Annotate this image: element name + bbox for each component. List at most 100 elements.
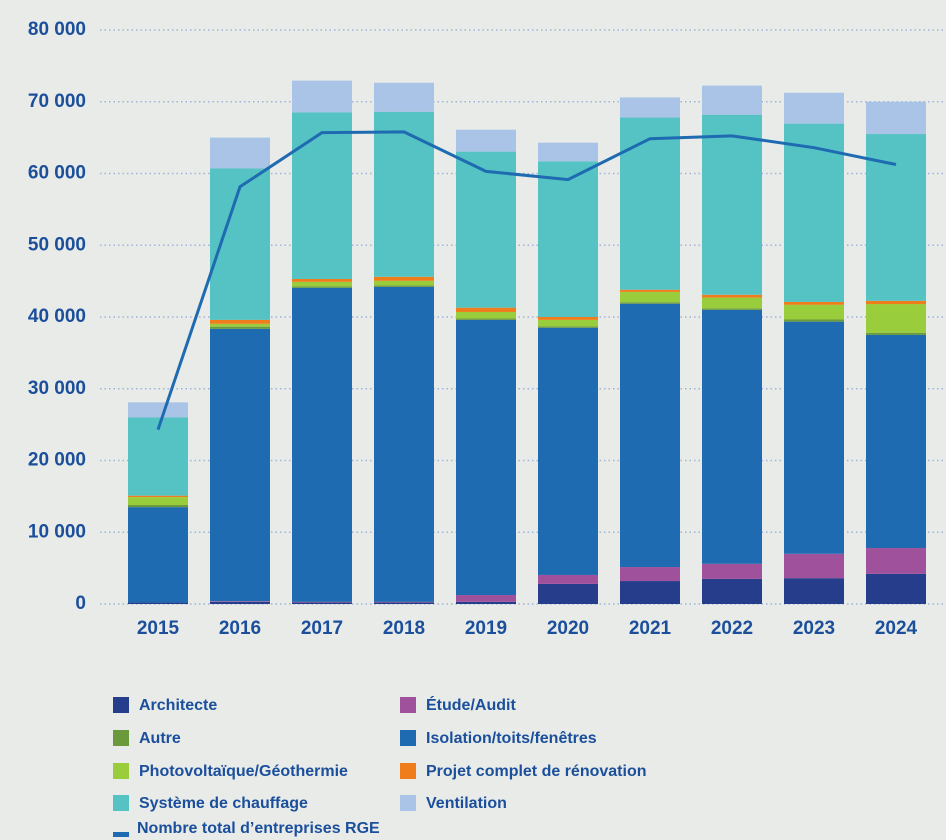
bar-segment [292, 287, 352, 602]
bar-segment [292, 80, 352, 113]
bar-segment [702, 294, 762, 298]
bar-segment [538, 574, 598, 584]
bar-segment [210, 319, 270, 324]
bar-segment [210, 601, 270, 602]
legend-swatch [400, 795, 416, 811]
bar-segment [210, 323, 270, 327]
bar-segment [620, 302, 680, 304]
bar-segment [538, 583, 598, 604]
y-tick-label: 10 000 [28, 521, 86, 542]
bar-segment [866, 573, 926, 604]
bar-segment [620, 97, 680, 118]
x-tick-label: 2024 [875, 618, 918, 639]
bar-segment [128, 602, 188, 604]
legend-line-swatch [113, 832, 129, 837]
bar-segment [292, 281, 352, 287]
bar-segment [456, 307, 516, 312]
bar-segment [374, 280, 434, 286]
bar-segment [538, 142, 598, 162]
bar-segment [292, 602, 352, 604]
bar-segment [784, 553, 844, 579]
y-tick-label: 80 000 [28, 19, 86, 40]
bar-segment [620, 117, 680, 290]
legend-label: Étude/Audit [426, 695, 516, 714]
bar-segment [784, 319, 844, 322]
bar-segment [374, 82, 434, 112]
bar-segment [292, 601, 352, 603]
bar-segment [620, 567, 680, 582]
bar-segment [538, 319, 598, 327]
bar-segment [538, 317, 598, 320]
legend-label: Isolation/toits/fenêtres [426, 730, 597, 747]
bar-segment [866, 101, 926, 135]
bar-segment [210, 601, 270, 604]
bar-segment [210, 137, 270, 169]
bar-segment [784, 301, 844, 305]
y-tick-label: 70 000 [28, 91, 86, 112]
bar-segment [620, 303, 680, 568]
bar-segment [702, 297, 762, 309]
legend-swatch [113, 795, 129, 811]
x-tick-label: 2022 [711, 618, 753, 639]
x-tick-label: 2018 [383, 618, 425, 639]
legend-label: Système de chauffage [139, 795, 308, 812]
bar-segment [866, 548, 926, 574]
legend-swatch [400, 730, 416, 746]
bar-segment [456, 151, 516, 308]
bar-segment [210, 326, 270, 329]
y-tick-label: 30 000 [28, 378, 86, 399]
bar-segment [702, 114, 762, 295]
bar-segment [538, 326, 598, 328]
bar-segment [538, 161, 598, 317]
bar-segment [374, 276, 434, 281]
bar-segment [702, 85, 762, 115]
bar-segment [456, 595, 516, 602]
legend-swatch [400, 763, 416, 779]
legend-label: Projet complet de rénovation [426, 763, 646, 780]
bar-segment [374, 286, 434, 602]
bar-segment [374, 602, 434, 604]
legend-label: Ventilation [426, 795, 507, 812]
x-tick-label: 2020 [547, 618, 589, 639]
x-tick-label: 2023 [793, 618, 835, 639]
bar-segment [374, 285, 434, 287]
bar-segment [620, 289, 680, 292]
y-tick-label: 50 000 [28, 234, 86, 255]
legend-label: Autre [139, 730, 181, 747]
total-line [156, 130, 897, 431]
bar-segment [702, 578, 762, 604]
bar-segment [702, 308, 762, 310]
bar-segment [128, 504, 188, 508]
bar-segment [292, 278, 352, 282]
bar-segment [210, 328, 270, 602]
legend-swatch [113, 730, 129, 746]
bar-segment [128, 497, 188, 505]
bar-segment [456, 318, 516, 320]
legend-swatch [113, 697, 129, 713]
bar-segment [374, 111, 434, 277]
bar-segment [866, 334, 926, 549]
bar-segment [374, 601, 434, 603]
bar-segment [620, 291, 680, 303]
bar-segment [702, 309, 762, 564]
legend-swatch [113, 763, 129, 779]
y-tick-label: 60 000 [28, 163, 86, 184]
x-tick-label: 2016 [219, 618, 261, 639]
bar-segment [128, 507, 188, 603]
bar-segment [620, 581, 680, 604]
x-tick-label: 2019 [465, 618, 507, 639]
bar-segment [784, 123, 844, 302]
bar-segment [866, 332, 926, 335]
bar-segment [866, 300, 926, 305]
bar-segment [784, 578, 844, 604]
y-tick-label: 0 [75, 593, 86, 614]
bar-segment [456, 129, 516, 152]
bar-segment [784, 321, 844, 554]
legend-label: Nombre total d’entreprises RGE [137, 820, 380, 837]
bar-segment [784, 92, 844, 124]
legend-label: Photovoltaïque/Géothermie [139, 763, 348, 780]
x-tick-label: 2021 [629, 618, 672, 639]
x-tick-label: 2015 [137, 618, 180, 639]
bar-segment [456, 601, 516, 604]
